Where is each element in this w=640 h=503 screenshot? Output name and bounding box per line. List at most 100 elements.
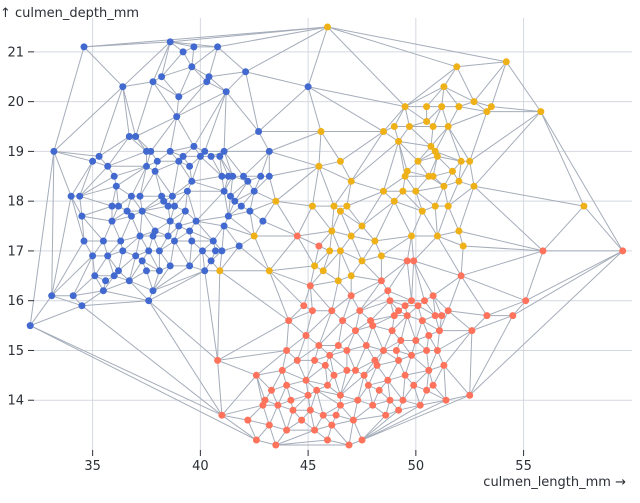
mesh-edge [413, 260, 434, 296]
data-point [395, 406, 403, 414]
mesh-edge [243, 151, 270, 177]
mesh-edge [172, 180, 193, 197]
data-point [390, 197, 398, 205]
data-point [418, 317, 426, 325]
mesh-edge [434, 126, 449, 152]
mesh-edge [340, 374, 365, 396]
data-point [231, 197, 239, 205]
mesh-edge [339, 250, 352, 276]
data-point [330, 371, 338, 379]
mesh-edge [432, 106, 443, 127]
data-point [537, 108, 545, 116]
data-point [179, 48, 187, 56]
mesh-edge [53, 150, 93, 162]
data-point [102, 277, 110, 285]
y-tick-label: 15 [7, 344, 24, 359]
mesh-edge [141, 200, 164, 212]
data-point [216, 267, 224, 275]
data-point [171, 202, 178, 210]
data-point [433, 152, 441, 160]
mesh-edge [296, 205, 313, 237]
data-point [343, 202, 351, 210]
mesh-edge [191, 156, 201, 182]
mesh-edge [469, 250, 624, 396]
mesh-edge [83, 26, 328, 48]
data-point [431, 202, 439, 210]
mesh-edge [288, 320, 307, 336]
data-point [377, 252, 385, 260]
data-point [278, 366, 286, 374]
mesh-edge [458, 106, 487, 113]
mesh-edge [381, 235, 412, 257]
mesh-edge [120, 215, 132, 242]
mesh-edge [376, 359, 399, 366]
data-point [326, 247, 334, 255]
data-point [26, 322, 34, 330]
data-point [423, 386, 431, 394]
mesh-edge [221, 404, 264, 416]
mesh-edge [275, 200, 313, 207]
mesh-edge [228, 215, 255, 237]
mesh-edge [208, 71, 246, 78]
mesh-edge [297, 230, 332, 237]
data-point [360, 371, 368, 379]
data-point [459, 242, 467, 250]
data-point [244, 177, 252, 185]
mesh-edge [351, 180, 384, 192]
mesh-edge [426, 106, 443, 122]
mesh-edge [122, 86, 130, 137]
data-point [104, 162, 112, 170]
data-point [395, 137, 403, 145]
mesh-edge [413, 260, 462, 277]
data-point [619, 247, 627, 255]
mesh-edge [469, 330, 473, 396]
mesh-edge [346, 350, 356, 371]
data-point [127, 192, 135, 200]
mesh-edge [443, 86, 475, 103]
data-point [175, 93, 183, 101]
data-point [382, 411, 390, 419]
data-point [132, 252, 140, 260]
data-point [328, 421, 336, 429]
mesh-edge [234, 190, 255, 202]
data-point [377, 277, 385, 285]
data-point [112, 182, 120, 190]
mesh-edge [432, 365, 445, 386]
mesh-edge [204, 270, 219, 361]
mesh-edge [269, 270, 311, 287]
data-point [132, 133, 140, 140]
mesh-edge [103, 290, 149, 302]
mesh-edge [318, 320, 343, 346]
mesh-edge [228, 210, 251, 217]
mesh-edge [486, 300, 526, 317]
data-point [442, 396, 450, 404]
data-point [302, 376, 310, 384]
mesh-edge [413, 370, 430, 386]
mesh-edge [432, 295, 443, 316]
data-point [196, 152, 204, 160]
data-point [313, 386, 321, 394]
data-point [48, 292, 56, 300]
mesh-edge [152, 81, 178, 117]
data-point [423, 118, 431, 125]
mesh-edge [107, 136, 130, 167]
mesh-edge [437, 235, 464, 247]
mesh-edge [420, 399, 447, 406]
mesh-edge [406, 260, 412, 301]
mesh-edge [339, 370, 356, 396]
data-point [412, 337, 420, 344]
data-point [149, 78, 157, 86]
data-point [272, 441, 280, 449]
mesh-edge [116, 165, 147, 187]
mesh-edge [70, 195, 83, 217]
mesh-edge [327, 26, 507, 63]
data-point [433, 347, 441, 354]
data-point [371, 237, 379, 245]
data-point [108, 202, 116, 210]
mesh-edge [443, 365, 447, 401]
mesh-edge [271, 370, 283, 391]
mesh-edge [383, 106, 406, 132]
mesh-edge [142, 210, 171, 222]
data-point [188, 63, 196, 71]
mesh-edge [307, 86, 406, 108]
